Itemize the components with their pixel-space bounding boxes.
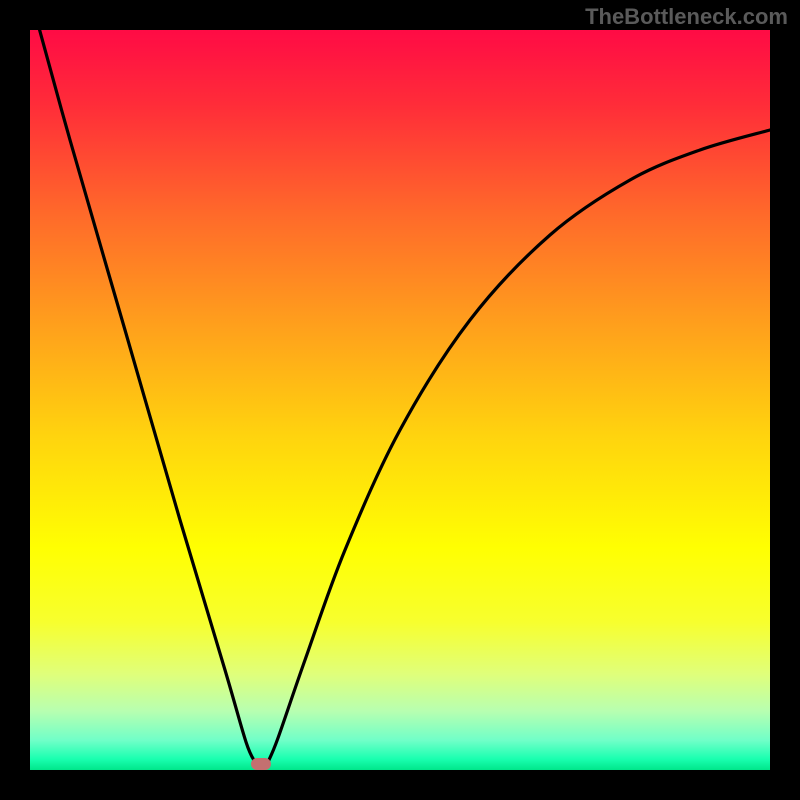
chart-container: TheBottleneck.com	[0, 0, 800, 800]
watermark-text: TheBottleneck.com	[585, 4, 788, 30]
plot-area	[30, 30, 770, 770]
minimum-marker	[251, 758, 271, 770]
bottleneck-curve	[30, 30, 770, 770]
